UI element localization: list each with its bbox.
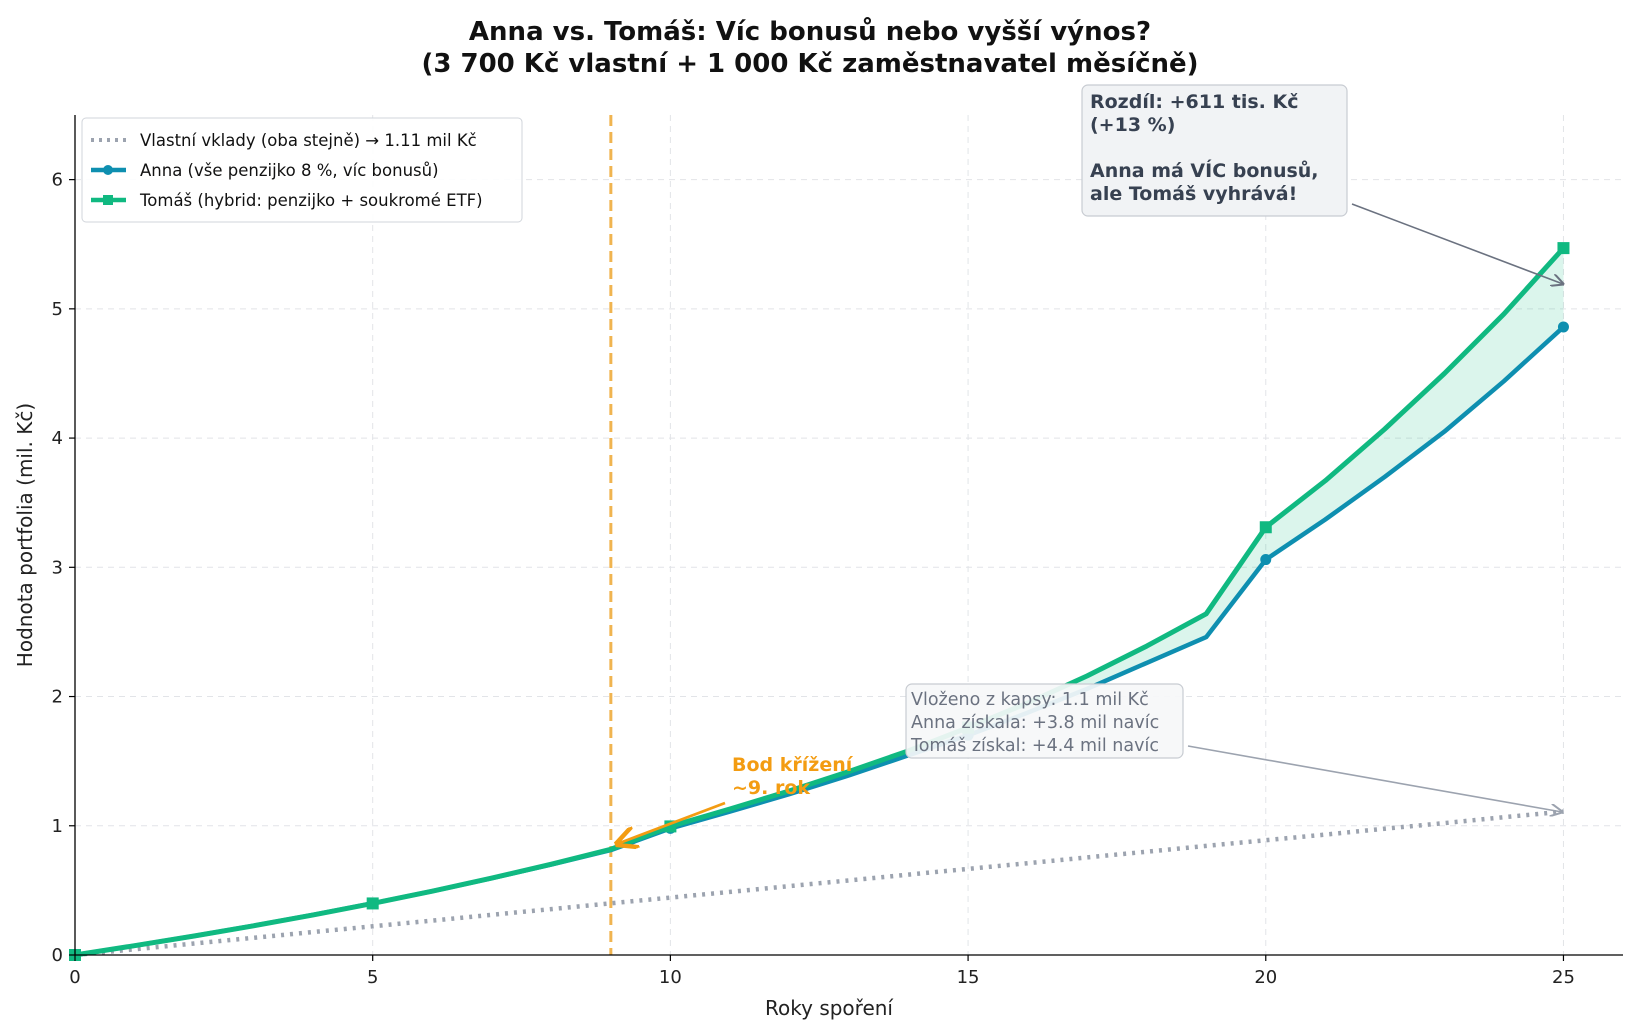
point-marker-anna xyxy=(1260,554,1272,566)
crossover-arrow xyxy=(617,801,726,844)
point-marker-anna xyxy=(1557,321,1569,333)
y-tick-label: 0 xyxy=(52,945,63,966)
axes xyxy=(74,115,1623,956)
point-marker-tomas xyxy=(1557,242,1570,255)
y-tick-label: 3 xyxy=(52,557,63,578)
difference-area xyxy=(75,248,1564,956)
series-layer xyxy=(69,242,1570,961)
series-line-anna xyxy=(72,324,1566,958)
point-marker-tomas xyxy=(1259,521,1272,534)
y-tick-label: 5 xyxy=(52,299,63,320)
series-line-tomas xyxy=(72,245,1566,958)
y-tick-label: 1 xyxy=(52,816,63,837)
x-tick-label: 5 xyxy=(367,967,378,988)
x-tick-label: 10 xyxy=(659,967,682,988)
x-tick-label: 15 xyxy=(957,967,980,988)
summary-annotation: Vloženo z kapsy: 1.1 mil Kč Anna získala… xyxy=(905,683,1562,812)
legend: Vlastní vklady (oba stejně) → 1.11 mil K… xyxy=(81,117,523,223)
legend-label-tomas: Tomáš (hybrid: penzijko + soukromé ETF) xyxy=(139,191,483,210)
summary-annotation-box xyxy=(905,683,1184,759)
crossover-label-line-2: ~9. rok xyxy=(732,777,810,799)
legend-frame xyxy=(81,117,523,223)
difference-line-4: Anna má VÍC bonusů, xyxy=(1090,159,1319,182)
summary-line-1: Vloženo z kapsy: 1.1 mil Kč xyxy=(911,690,1149,710)
difference-line-1: Rozdíl: +611 tis. Kč xyxy=(1090,91,1299,113)
grid xyxy=(75,115,1623,955)
difference-annotation: Rozdíl: +611 tis. Kč (+13 %) Anna má VÍC… xyxy=(1081,84,1563,284)
x-axis-label: Roky spoření xyxy=(765,996,894,1020)
difference-line-5: ale Tomáš vyhrává! xyxy=(1090,183,1297,205)
summary-arrow xyxy=(1187,745,1562,812)
y-tick-label: 6 xyxy=(52,170,63,191)
difference-fill-layer xyxy=(75,248,1564,956)
point-marker-tomas xyxy=(366,897,379,910)
x-tick-label: 0 xyxy=(69,967,80,988)
series-line-contributions xyxy=(74,809,1564,958)
difference-arrow xyxy=(1351,203,1563,284)
difference-line-2: (+13 %) xyxy=(1090,114,1175,136)
legend-marker-anna xyxy=(103,165,113,175)
crossover-label-line-1: Bod křížení xyxy=(732,754,854,776)
x-ticks: 0 5 10 15 20 25 xyxy=(69,955,1575,988)
y-ticks: 0 1 2 3 4 5 6 xyxy=(52,170,75,966)
x-tick-label: 20 xyxy=(1254,967,1277,988)
crossover-annotation: Bod křížení ~9. rok xyxy=(617,754,854,844)
chart-title: Anna vs. Tomáš: Víc bonusů nebo vyšší vý… xyxy=(469,16,1151,47)
legend-label-anna: Anna (vše penzijko 8 %, víc bonusů) xyxy=(140,161,439,180)
difference-annotation-box xyxy=(1081,84,1348,217)
x-tick-label: 25 xyxy=(1552,967,1575,988)
chart-subtitle: (3 700 Kč vlastní + 1 000 Kč zaměstnavat… xyxy=(421,49,1198,79)
legend-marker-tomas xyxy=(103,195,113,205)
legend-label-contributions: Vlastní vklady (oba stejně) → 1.11 mil K… xyxy=(140,131,477,150)
y-tick-label: 4 xyxy=(52,428,63,449)
y-tick-label: 2 xyxy=(52,687,63,708)
summary-line-3: Tomáš získal: +4.4 mil navíc xyxy=(910,736,1159,756)
summary-line-2: Anna získala: +3.8 mil navíc xyxy=(911,713,1159,733)
y-axis-label: Hodnota portfolia (mil. Kč) xyxy=(13,403,37,667)
